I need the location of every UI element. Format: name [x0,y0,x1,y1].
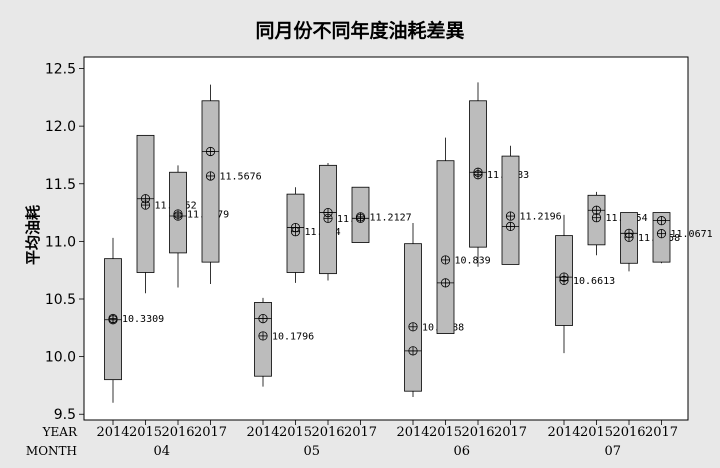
month-tick-label: 05 [303,444,320,459]
year-tick-label: 2015 [580,425,613,440]
mean-value-label: 11.2196 [520,212,562,223]
year-tick-label: 2014 [547,425,580,440]
y-tick-label: 10.5 [45,292,76,308]
box-iqr [404,243,422,392]
y-axis-label: 平均油耗 [24,205,42,265]
y-tick-label: 11.0 [45,234,76,250]
mean-value-label: 11.2 [337,214,361,225]
y-tick-label: 9.5 [54,407,76,423]
year-tick-label: 2014 [96,425,129,440]
year-tick-label: 2017 [344,425,377,440]
mean-value-label: 10.6613 [573,276,615,287]
year-tick-label: 2016 [461,425,494,440]
year-tick-label: 2014 [246,425,279,440]
box-iqr [436,160,455,334]
year-tick-label: 2015 [129,425,162,440]
year-row-label: YEAR [42,425,78,439]
month-tick-label: 07 [604,444,621,459]
year-tick-label: 2017 [194,425,227,440]
month-row-label: MONTH [26,444,77,458]
mean-value-label: 11.5676 [220,171,262,182]
mean-value-label: 10.1796 [272,331,314,342]
y-tick-label: 11.5 [45,177,76,193]
y-tick-label: 12.0 [45,119,76,135]
year-tick-label: 2016 [161,425,194,440]
box-iqr [501,155,520,265]
year-tick-label: 2014 [396,425,429,440]
mean-value-label: 10.839 [455,255,491,266]
chart-marks: 9.5 10.0 10.5 11.0 11.5 12.0 12.5 2014 10.3309 20… [45,62,713,459]
year-tick-label: 2017 [645,425,678,440]
box-iqr [201,100,220,263]
month-tick-label: 06 [453,444,470,459]
y-tick-label: 12.5 [45,62,76,78]
year-tick-label: 2017 [494,425,527,440]
y-tick-label: 10.0 [45,350,76,366]
year-tick-label: 2016 [311,425,344,440]
year-tick-label: 2015 [429,425,462,440]
chart-title: 同月份不同年度油耗差異 [255,19,464,42]
mean-value-label: 11.2127 [370,212,412,223]
mean-value-label: 11.0671 [671,229,713,240]
month-tick-label: 04 [153,444,170,459]
year-tick-label: 2016 [612,425,645,440]
mean-value-label: 10.3309 [122,314,164,325]
year-tick-label: 2015 [279,425,312,440]
